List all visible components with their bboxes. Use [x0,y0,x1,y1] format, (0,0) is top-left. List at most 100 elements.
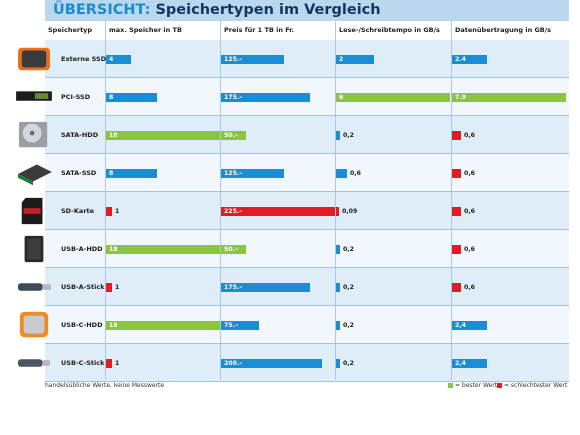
data-label: 8 [109,94,114,101]
data-label: 0,6 [464,132,475,139]
row-divider [45,305,569,306]
data-label: 2,4 [455,360,466,367]
row-label: SATA-SSD [61,169,97,177]
sata-hdd-icon [18,121,48,148]
bar [452,359,487,368]
row-divider [45,343,569,344]
bar [336,207,339,216]
data-label: 0,6 [464,208,475,215]
column-divider [220,21,221,380]
data-label: 2.4 [455,56,466,63]
data-label: 0,2 [343,360,354,367]
usb-a-stick-icon [18,283,51,291]
col-header-uebertragung: Datenübertragung in GB/s [455,26,551,34]
bar [221,169,284,178]
data-label: 2,4 [455,322,466,329]
sd-card-icon [21,197,43,225]
bar [452,55,487,64]
bar [221,245,246,254]
title-band [45,0,569,21]
data-label: 75.– [224,322,239,329]
legend-swatch-worst [497,383,502,388]
row-divider [45,153,569,154]
bar [106,131,220,140]
bar [106,283,112,292]
sata-ssd-icon [18,164,52,186]
column-divider [105,21,106,380]
row-label: Externe SSD [61,55,107,63]
data-label: 2 [339,56,344,63]
data-label: 18 [109,246,118,253]
bar [336,321,340,330]
col-header-speicher: max. Speicher in TB [109,26,182,34]
data-label: 0,6 [464,170,475,177]
row-header: Speichertyp [48,26,93,34]
data-label: 175.– [224,94,243,101]
usb-c-hdd-icon [19,311,49,338]
row-divider [45,267,569,268]
bar [452,131,461,140]
row-label: PCI-SSD [61,93,91,101]
row-divider [45,115,569,116]
bar [336,131,340,140]
bar [452,245,461,254]
column-divider [335,21,336,380]
header-row [45,21,569,38]
data-label: 50.– [224,132,239,139]
bar [106,207,112,216]
bar [452,321,487,330]
data-label: 125.– [224,170,243,177]
data-label: 50.– [224,246,239,253]
bar [336,283,340,292]
col-header-tempo: Lese-/Schreibtempo in GB/s [339,26,440,34]
data-label: 4 [109,56,114,63]
data-label: 0,2 [343,284,354,291]
bar [106,245,220,254]
pci-ssd-icon [16,91,52,101]
bar [106,321,220,330]
bar [452,283,461,292]
footnote: handelsübliche Werte, keine Messwerte [45,382,165,389]
data-label: 0,2 [343,246,354,253]
bar [221,55,284,64]
bar [221,283,310,292]
data-label: 18 [109,322,118,329]
data-label: 125.– [224,56,243,63]
bar [221,93,310,102]
col-header-preis: Preis für 1 TB in Fr. [224,26,294,34]
data-label: 6 [339,94,344,101]
row-label: SD-Karte [61,207,95,215]
bar [336,169,347,178]
data-label: 8 [109,170,114,177]
row-label: USB-C-Stick [61,359,105,367]
data-label: 1 [115,360,120,367]
data-label: 18 [109,132,118,139]
data-label: 0,2 [343,132,354,139]
bar [221,321,259,330]
bar [106,169,157,178]
legend-worst: = schlechtester Wert [504,382,568,389]
data-label: 0,6 [464,284,475,291]
row-label: SATA-HDD [61,131,99,139]
bar [452,207,461,216]
usb-c-stick-icon [18,359,50,367]
legend-best: = bester Wert [455,382,498,389]
bar [106,359,112,368]
data-label: 1 [115,284,120,291]
row-divider [45,77,569,78]
row-label: USB-C-HDD [61,321,103,329]
row-label: USB-A-Stick [61,283,105,291]
data-label: 0,6 [464,246,475,253]
external-ssd-icon [18,47,50,71]
chart-title: ÜBERSICHT: Speichertypen im Vergleich [53,2,381,18]
bar [336,93,450,102]
data-label: 0,2 [343,322,354,329]
bar [221,131,246,140]
data-label: 175.– [224,284,243,291]
title-accent: ÜBERSICHT: [53,2,151,18]
bar [106,93,157,102]
bar [336,359,340,368]
bar [106,55,131,64]
bar [452,169,461,178]
row-divider [45,191,569,192]
